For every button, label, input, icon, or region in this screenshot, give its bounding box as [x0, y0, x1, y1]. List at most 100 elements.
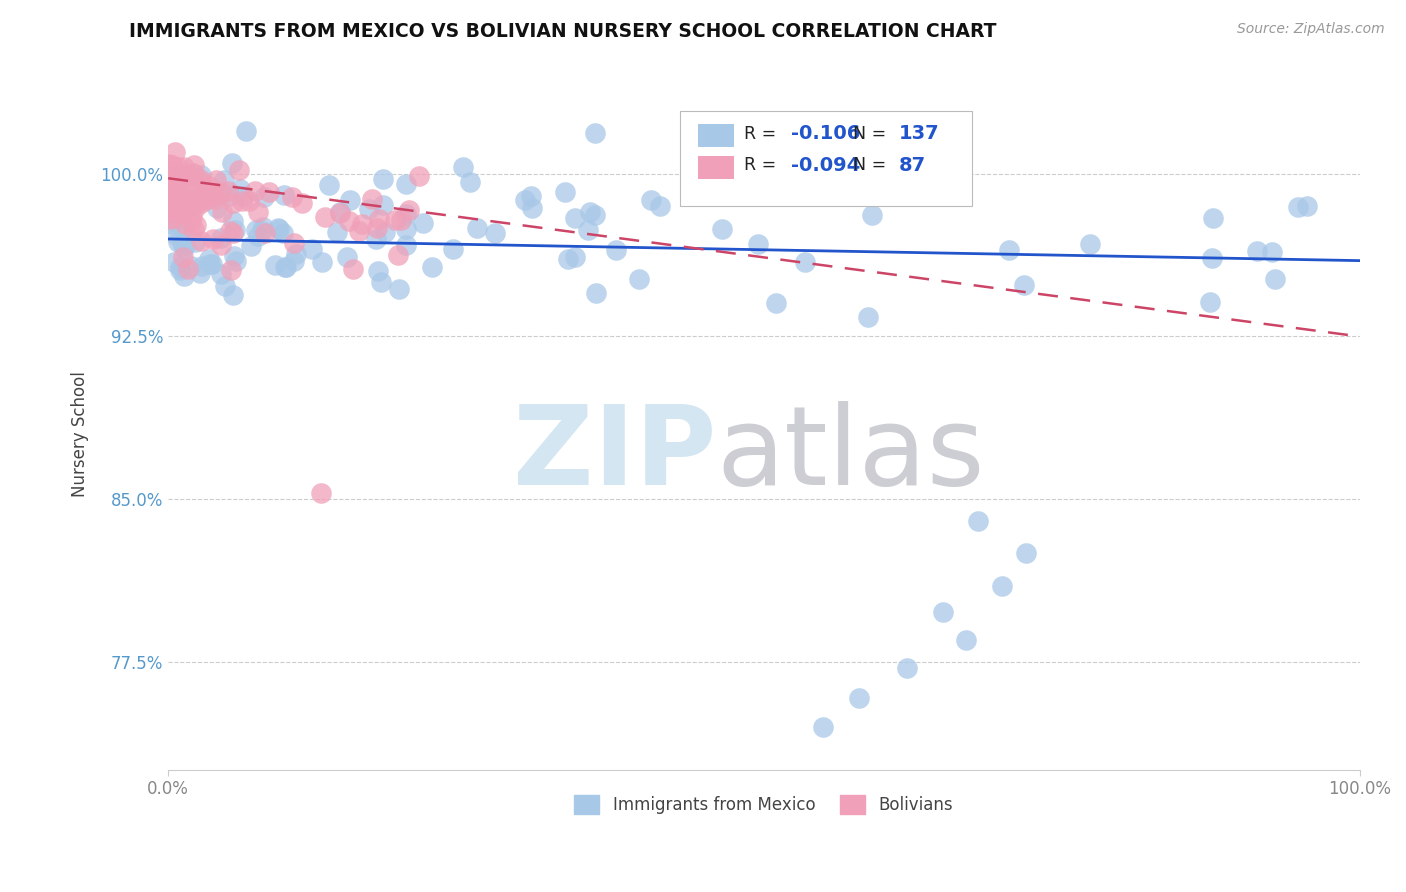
Point — [159, 211, 181, 226]
Point — [301, 242, 323, 256]
FancyBboxPatch shape — [681, 112, 973, 205]
Point — [387, 248, 409, 262]
Point — [167, 168, 190, 182]
Text: atlas: atlas — [716, 401, 984, 508]
Point — [198, 257, 221, 271]
Point — [181, 210, 204, 224]
Point — [347, 224, 370, 238]
Point — [370, 275, 392, 289]
Point — [169, 263, 191, 277]
Point — [318, 178, 340, 192]
Point — [564, 211, 586, 226]
Point — [183, 158, 205, 172]
Point — [180, 192, 202, 206]
Point — [408, 169, 430, 183]
Point — [314, 210, 336, 224]
Point — [172, 221, 194, 235]
Point — [159, 174, 181, 188]
Point — [273, 187, 295, 202]
Point — [177, 262, 200, 277]
Point — [183, 197, 205, 211]
Point — [371, 198, 394, 212]
Point — [374, 226, 396, 240]
Point — [860, 208, 883, 222]
Point — [162, 202, 184, 216]
Point — [326, 225, 349, 239]
Point — [395, 237, 418, 252]
Point — [747, 236, 769, 251]
Point — [188, 191, 211, 205]
Point — [395, 177, 418, 191]
Point — [183, 223, 205, 237]
Point — [209, 238, 232, 252]
Point — [222, 226, 245, 240]
Point — [159, 169, 181, 184]
Point — [711, 222, 734, 236]
Point — [172, 202, 194, 217]
Point — [583, 208, 606, 222]
Text: Source: ZipAtlas.com: Source: ZipAtlas.com — [1237, 22, 1385, 37]
Point — [640, 194, 662, 208]
Point — [281, 190, 304, 204]
Point — [222, 196, 245, 211]
Point — [283, 253, 305, 268]
Point — [177, 207, 200, 221]
Point — [180, 259, 202, 273]
Point — [212, 173, 235, 187]
Point — [1286, 200, 1309, 214]
Point — [579, 205, 602, 219]
Point — [252, 220, 274, 235]
Point — [253, 190, 276, 204]
Point — [576, 222, 599, 236]
Point — [167, 204, 190, 219]
Point — [219, 188, 242, 202]
Point — [235, 124, 257, 138]
Point — [793, 254, 815, 268]
Point — [520, 189, 543, 203]
Point — [412, 216, 434, 230]
Point — [190, 234, 212, 248]
Text: -0.094: -0.094 — [792, 156, 860, 175]
Point — [398, 203, 420, 218]
Point — [837, 184, 859, 198]
Text: 137: 137 — [898, 124, 939, 144]
Legend: Immigrants from Mexico, Bolivians: Immigrants from Mexico, Bolivians — [567, 786, 962, 822]
Point — [170, 166, 193, 180]
Point — [1202, 211, 1225, 225]
Point — [208, 186, 231, 201]
Point — [228, 163, 250, 178]
Point — [1078, 237, 1101, 252]
Point — [465, 220, 488, 235]
Point — [583, 126, 606, 140]
Point — [174, 238, 197, 252]
Point — [967, 514, 990, 528]
Point — [190, 168, 212, 182]
Point — [181, 166, 204, 180]
Point — [222, 288, 245, 302]
Point — [896, 661, 918, 675]
Point — [224, 222, 246, 236]
Point — [162, 217, 184, 231]
Point — [159, 202, 181, 217]
Point — [264, 258, 287, 272]
Point — [309, 485, 332, 500]
Point — [269, 222, 291, 236]
Point — [184, 235, 207, 249]
Point — [159, 180, 181, 194]
Point — [239, 238, 262, 252]
Point — [931, 605, 953, 619]
Point — [167, 161, 190, 175]
Point — [221, 156, 243, 170]
Point — [163, 145, 186, 160]
Point — [274, 260, 297, 275]
Text: N =: N = — [853, 156, 891, 174]
Point — [389, 213, 412, 227]
Point — [222, 249, 245, 263]
Point — [188, 190, 211, 204]
Point — [246, 204, 269, 219]
Point — [384, 212, 406, 227]
Point — [420, 260, 443, 274]
Point — [204, 173, 226, 187]
Point — [209, 186, 232, 200]
Point — [209, 230, 232, 244]
